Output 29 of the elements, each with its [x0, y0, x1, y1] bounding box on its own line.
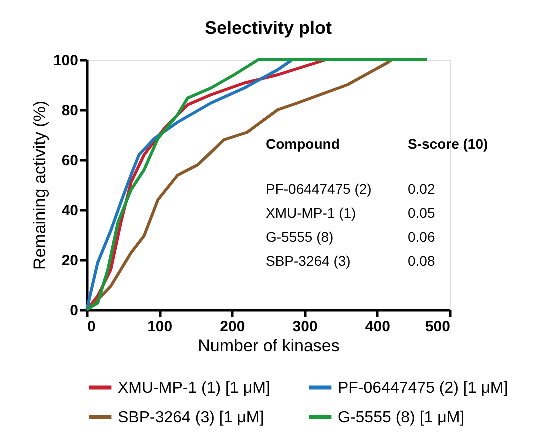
legend-label: G-5555 (8) [1 μM]: [338, 410, 465, 426]
y-tick-label: 0: [70, 302, 78, 320]
y-tick-label: 20: [62, 252, 78, 270]
chart-title: Selectivity plot: [204, 18, 332, 38]
annotation: SBP-3264 (3): [266, 253, 351, 269]
x-tick-label: 200: [220, 318, 246, 336]
y-tick-label: 100: [53, 52, 78, 70]
annotation: 0.08: [408, 253, 436, 269]
y-axis-title: Remaining activity (%): [30, 100, 50, 270]
annotation: G-5555 (8): [266, 229, 334, 245]
y-tick-label: 60: [62, 152, 78, 170]
annotation: PF-06447475 (2): [266, 181, 372, 197]
annotation: Compound: [266, 136, 340, 152]
y-tick-label: 40: [62, 202, 78, 220]
x-axis-title: Number of kinases: [198, 336, 340, 356]
annotation: 0.06: [408, 229, 436, 245]
legend-label: XMU-MP-1 (1) [1 μM]: [118, 380, 270, 397]
annotation: 0.02: [408, 181, 436, 197]
x-tick-label: 0: [88, 318, 96, 336]
legend-label: SBP-3264 (3) [1 μM]: [118, 410, 264, 426]
x-tick-label: 500: [425, 318, 450, 336]
legend-label: PF-06447475 (2) [1 μM]: [338, 380, 508, 397]
x-tick-label: 300: [292, 318, 318, 336]
annotation: XMU-MP-1 (1): [266, 205, 356, 221]
annotation: 0.05: [408, 205, 436, 221]
annotation: S-score (10): [408, 136, 488, 152]
y-tick-label: 80: [62, 102, 78, 120]
x-tick-label: 100: [148, 318, 173, 336]
x-tick-label: 400: [365, 318, 390, 336]
